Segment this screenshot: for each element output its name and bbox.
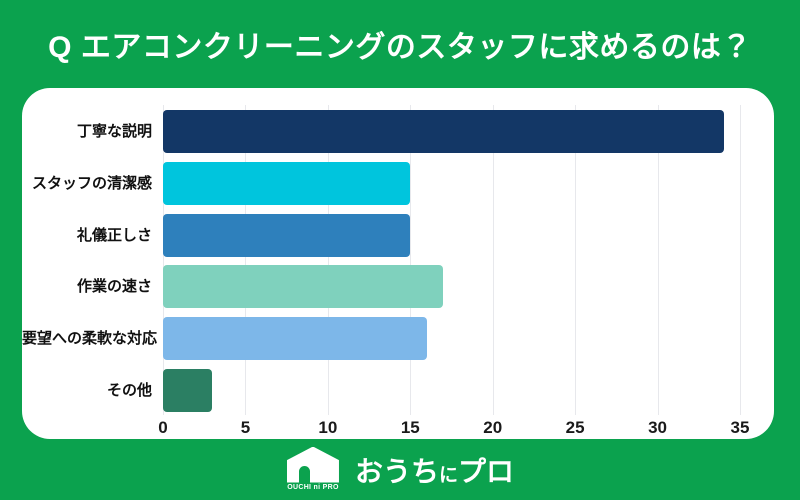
x-tick-label: 10 [318,418,338,437]
brand-name-part3: プロ [458,455,515,487]
chart-header: Q エアコンクリーニングのスタッフに求めるのは？ [0,0,800,88]
page-title: Q エアコンクリーニングのスタッフに求めるのは？ [48,31,752,64]
category-label: 作業の速さ [76,278,152,296]
bar [163,265,444,309]
bar [163,317,427,361]
brand-name: おうち に プロ [355,450,514,490]
category-label: 要望への柔軟な対応 [22,330,158,348]
bar [163,110,724,153]
x-tick-label: 15 [400,418,420,437]
chart-row: 要望への柔軟な対応 [22,317,740,361]
bar [163,161,411,205]
x-tick-label: 35 [730,418,750,437]
bar-track [163,213,740,257]
bar-track [163,161,740,205]
chart-row: 礼儀正しさ [22,213,740,257]
chart-row: スタッフの清潔感 [22,161,740,205]
chart-card: 丁寧な説明スタッフの清潔感礼儀正しさ作業の速さ要望への柔軟な対応その他 0 5 10… [22,88,774,439]
gridline [740,105,741,415]
bar-chart: 丁寧な説明スタッフの清潔感礼儀正しさ作業の速さ要望への柔軟な対応その他 [22,110,740,412]
bar-track [163,317,740,361]
brand-name-part2: に [438,464,458,486]
footer: OUCHI ni PRO おうち に プロ [0,439,800,500]
bar [163,213,411,257]
bar-track [163,368,740,412]
x-tick-label: 20 [483,418,503,437]
bar [163,368,213,412]
chart-row: 作業の速さ [22,265,740,309]
bar-track [163,265,740,309]
brand-name-part1: おうち [354,455,439,487]
house-shape [286,446,339,483]
x-tick-label: 25 [565,418,585,437]
brand-logo: OUCHI ni PRO おうち に プロ [286,446,514,493]
x-axis: 0 5 10 15 20 25 30 35 [158,418,749,438]
category-label: スタッフの清潔感 [31,174,152,192]
category-label: 丁寧な説明 [76,123,152,140]
house-icon: OUCHI ni PRO [286,446,340,493]
house-door [298,465,310,483]
chart-row: その他 [22,368,740,412]
logo-icon-text: OUCHI ni PRO [287,483,339,491]
bar-track [163,110,740,153]
category-label: その他 [106,381,152,399]
chart-row: 丁寧な説明 [22,110,740,153]
x-tick-label: 30 [648,418,668,437]
x-tick-label: 0 [158,418,168,437]
category-label: 礼儀正しさ [76,226,152,244]
x-tick-label: 5 [240,418,251,437]
